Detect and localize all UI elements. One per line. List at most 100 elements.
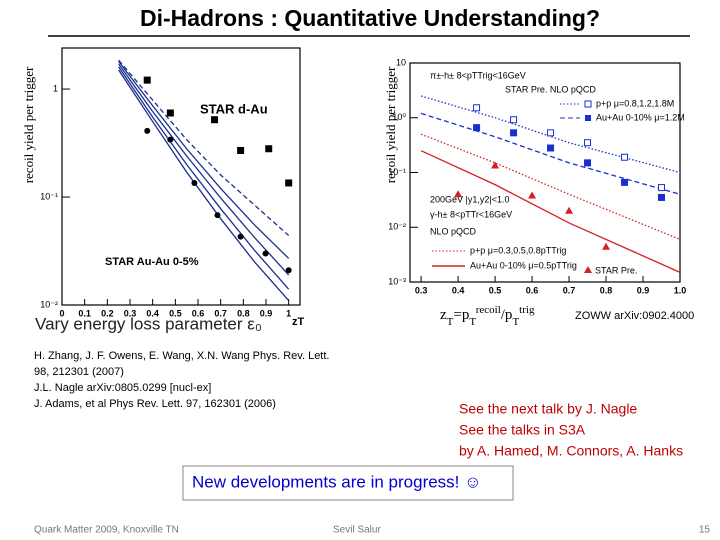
y-tick-label: 10⁻² bbox=[40, 299, 58, 309]
talk-note: See the talks in S3A bbox=[459, 422, 586, 438]
x-tick-label: 0.6 bbox=[192, 308, 205, 318]
x-tick-label: 0.6 bbox=[526, 285, 539, 295]
curve bbox=[118, 63, 290, 276]
data-point bbox=[144, 127, 151, 134]
x-tick-label: 0.4 bbox=[146, 308, 159, 318]
y-tick-label: 10⁻¹ bbox=[40, 191, 58, 201]
y-tick-label: 10 bbox=[396, 57, 406, 67]
data-point bbox=[211, 116, 219, 124]
data-point bbox=[237, 146, 245, 154]
data-point bbox=[528, 191, 537, 199]
plot-frame bbox=[61, 47, 301, 306]
curve bbox=[118, 59, 290, 237]
annotation: p+p μ=0.8,1.2,1.8M bbox=[596, 98, 674, 108]
x-tick-label: 0.9 bbox=[637, 285, 650, 295]
data-point bbox=[584, 139, 592, 147]
curve bbox=[420, 95, 681, 174]
x-axis-label-part: T bbox=[469, 316, 476, 328]
data-point bbox=[473, 124, 481, 132]
annotation: π±-h± 8<pTTrig<16GeV bbox=[430, 70, 526, 80]
data-point bbox=[621, 153, 629, 161]
footer-left: Quark Matter 2009, Knoxville TN bbox=[34, 525, 179, 536]
x-axis-label-part: recoil bbox=[476, 304, 501, 316]
legend-symbol bbox=[584, 266, 592, 273]
y-tick-label: 10⁻³ bbox=[388, 276, 406, 286]
data-point bbox=[265, 145, 273, 153]
reference: 98, 212301 (2007) bbox=[34, 366, 124, 378]
x-axis-label-part: T bbox=[512, 316, 519, 328]
x-tick-label: 0.4 bbox=[452, 285, 465, 295]
y-tick-label: 10⁻² bbox=[388, 222, 406, 232]
data-point bbox=[658, 184, 666, 192]
curve bbox=[420, 133, 681, 240]
data-point bbox=[167, 136, 174, 143]
data-point bbox=[454, 190, 463, 198]
data-point bbox=[658, 193, 666, 201]
data-point bbox=[262, 250, 269, 257]
data-point bbox=[602, 242, 611, 250]
data-point bbox=[166, 109, 174, 117]
x-tick-label: 0.8 bbox=[237, 308, 250, 318]
reference: H. Zhang, J. F. Owens, E. Wang, X.N. Wan… bbox=[34, 350, 329, 362]
page-number: 15 bbox=[699, 525, 711, 536]
footer-center: Sevil Salur bbox=[333, 525, 381, 536]
x-axis-label-part: =p bbox=[453, 307, 469, 323]
data-point bbox=[510, 129, 518, 137]
data-point bbox=[285, 179, 293, 187]
x-tick-label: 0.1 bbox=[78, 308, 91, 318]
annotation: γ-h± 8<pTTr<16GeV bbox=[430, 209, 512, 219]
annotation: STAR Pre. bbox=[595, 265, 637, 275]
reference: J. Adams, et al Phys Rev. Lett. 97, 1623… bbox=[34, 398, 276, 410]
annotation: NLO pQCD bbox=[430, 226, 477, 236]
x-tick-label: 0.3 bbox=[124, 308, 137, 318]
talk-note: by A. Hamed, M. Connors, A. Hanks bbox=[459, 443, 683, 459]
data-point bbox=[547, 129, 555, 137]
annotation: Au+Au 0-10% μ=1.2M bbox=[596, 112, 685, 122]
x-axis-label: zT=pTrecoil/pTtrig bbox=[440, 304, 535, 328]
x-axis-label: zT bbox=[292, 316, 305, 328]
legend-symbol bbox=[585, 115, 591, 121]
x-axis-label-part: /p bbox=[501, 307, 513, 323]
y-tick-label: 1 bbox=[53, 83, 58, 93]
data-point bbox=[473, 104, 481, 112]
legend-symbol bbox=[584, 100, 592, 108]
curve bbox=[118, 61, 290, 259]
caption: Vary energy loss parameter ε₀ bbox=[35, 314, 262, 333]
x-tick-label: 1 bbox=[286, 308, 291, 318]
annotation: STAR d-Au bbox=[200, 101, 268, 116]
x-tick-label: 0.5 bbox=[169, 308, 182, 318]
y-axis-label: recoil yield per trigger bbox=[21, 66, 36, 183]
highlight: New developments are in progress! ☺ bbox=[192, 472, 482, 491]
highlight-box bbox=[182, 465, 514, 501]
data-point bbox=[621, 178, 629, 186]
slide-title: Di-Hadrons : Quantitative Understanding? bbox=[140, 5, 600, 31]
y-tick-label: 10⁰ bbox=[392, 112, 406, 122]
data-point bbox=[214, 212, 221, 219]
data-point bbox=[584, 159, 592, 167]
data-point bbox=[510, 116, 518, 124]
x-tick-label: 0.8 bbox=[600, 285, 613, 295]
x-axis-label-part: z bbox=[440, 307, 447, 323]
data-point bbox=[285, 267, 292, 274]
curve bbox=[118, 66, 290, 290]
curve bbox=[118, 69, 290, 301]
x-tick-label: 1.0 bbox=[674, 285, 687, 295]
x-tick-label: 0.9 bbox=[260, 308, 273, 318]
y-tick-label: 10⁻¹ bbox=[388, 167, 406, 177]
annotation: 200GeV |y1,y2|<1.0 bbox=[430, 194, 509, 204]
curve bbox=[420, 150, 681, 273]
citation: ZOWW arXiv:0902.4000 bbox=[575, 310, 694, 322]
data-point bbox=[491, 161, 500, 169]
x-tick-label: 0.2 bbox=[101, 308, 114, 318]
data-point bbox=[143, 76, 151, 84]
y-axis-label: recoil yield per trigger bbox=[383, 66, 398, 183]
curve bbox=[420, 112, 681, 195]
x-tick-label: 0 bbox=[59, 308, 64, 318]
data-point bbox=[565, 206, 574, 214]
x-tick-label: 0.7 bbox=[563, 285, 576, 295]
talk-note: See the next talk by J. Nagle bbox=[459, 401, 637, 417]
x-axis-label-part: trig bbox=[519, 304, 535, 316]
data-point bbox=[191, 179, 198, 186]
